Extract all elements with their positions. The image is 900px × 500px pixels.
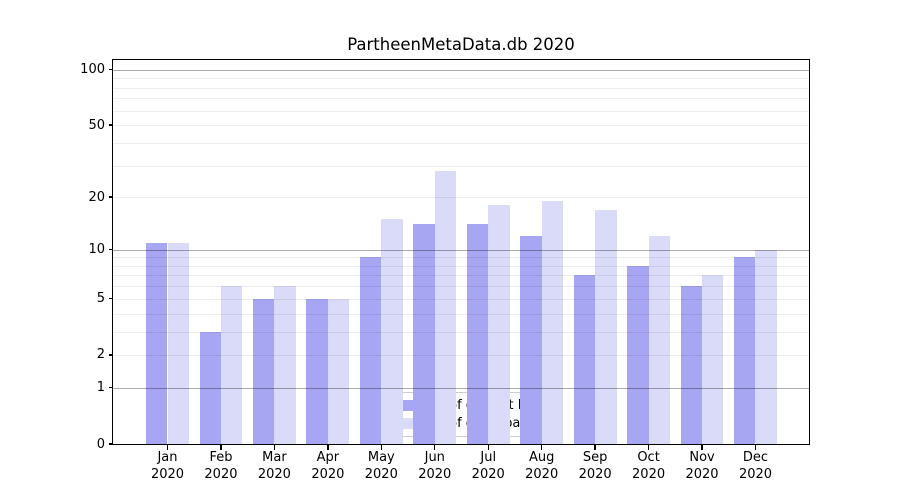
bar-downloads-jan	[167, 242, 189, 444]
x-tick-label-dec: Dec 2020	[738, 450, 773, 482]
bar-downloads-feb	[220, 286, 243, 444]
y-tick-mark-5	[108, 298, 113, 300]
legend-item-distinct-ips: Nb of distinct IPs	[379, 398, 540, 413]
bar-downloads-nov	[702, 275, 724, 444]
bar-downloads-aug	[541, 201, 564, 444]
bar-distinct-ips-nov	[680, 286, 703, 444]
x-tick-mark-may	[380, 445, 382, 450]
bar-distinct-ips-aug	[520, 236, 542, 444]
bar-distinct-ips-jul	[466, 224, 489, 444]
x-tick-mark-dec	[754, 445, 757, 450]
x-tick-label-nov: Nov 2020	[685, 450, 719, 482]
x-tick-mark-jun	[434, 445, 436, 450]
bar-downloads-apr	[327, 298, 350, 444]
x-tick-label-mar: Mar 2020	[257, 450, 291, 482]
x-tick-mark-feb	[220, 445, 222, 450]
legend-swatch-downloads	[388, 418, 418, 429]
x-tick-mark-jan	[166, 445, 169, 450]
y-tick-label-50: 50	[88, 117, 105, 133]
x-tick-mark-aug	[540, 445, 543, 450]
y-tick-mark-20	[108, 196, 113, 198]
x-tick-mark-oct	[647, 445, 650, 450]
y-tick-label-0: 0	[96, 436, 105, 452]
x-tick-label-apr: Apr 2020	[311, 450, 345, 482]
y-tick-label-100: 100	[80, 62, 105, 78]
y-tick-label-2: 2	[96, 347, 105, 363]
bar-downloads-jul	[488, 205, 510, 444]
chart-title: PartheenMetaData.db 2020	[347, 35, 575, 54]
bar-distinct-ips-mar	[253, 298, 275, 444]
x-tick-label-jul: Jul 2020	[471, 450, 505, 482]
x-tick-label-jun: Jun 2020	[418, 450, 452, 482]
y-tick-label-10: 10	[88, 242, 105, 258]
bar-downloads-mar	[274, 286, 296, 444]
x-tick-mark-sep	[594, 445, 596, 450]
x-tick-mark-apr	[327, 445, 329, 450]
x-tick-label-oct: Oct 2020	[632, 450, 666, 482]
x-tick-label-may: May 2020	[364, 450, 398, 482]
legend-item-downloads: Nb of downloads	[379, 416, 540, 431]
x-tick-mark-mar	[273, 445, 276, 450]
bar-downloads-dec	[755, 249, 777, 444]
y-tick-mark-1	[108, 387, 113, 389]
y-tick-mark-10	[108, 248, 113, 251]
bar-distinct-ips-apr	[306, 298, 328, 444]
bar-distinct-ips-jan	[146, 242, 168, 444]
bar-downloads-jun	[434, 170, 457, 444]
x-tick-label-sep: Sep 2020	[578, 450, 612, 482]
bar-distinct-ips-sep	[573, 275, 596, 444]
x-tick-label-jan: Jan 2020	[150, 450, 185, 482]
y-tick-mark-0	[108, 443, 113, 445]
bar-distinct-ips-dec	[734, 257, 756, 444]
y-tick-label-20: 20	[88, 189, 105, 205]
bar-distinct-ips-oct	[627, 265, 649, 444]
y-tick-label-5: 5	[96, 291, 105, 307]
x-tick-mark-jul	[487, 445, 489, 450]
y-tick-mark-50	[108, 124, 113, 126]
x-tick-label-feb: Feb 2020	[204, 450, 238, 482]
legend-swatch-distinct-ips	[388, 400, 418, 411]
x-tick-label-aug: Aug 2020	[525, 450, 559, 482]
bar-distinct-ips-may	[359, 257, 382, 444]
y-tick-mark-2	[108, 354, 113, 356]
bar-downloads-oct	[648, 236, 670, 444]
bar-distinct-ips-jun	[413, 224, 435, 444]
x-tick-mark-nov	[701, 445, 703, 450]
bar-downloads-may	[381, 219, 403, 444]
y-tick-mark-100	[108, 69, 113, 71]
bar-downloads-sep	[595, 209, 617, 444]
bar-distinct-ips-feb	[199, 331, 221, 444]
y-tick-label-1: 1	[96, 380, 105, 396]
